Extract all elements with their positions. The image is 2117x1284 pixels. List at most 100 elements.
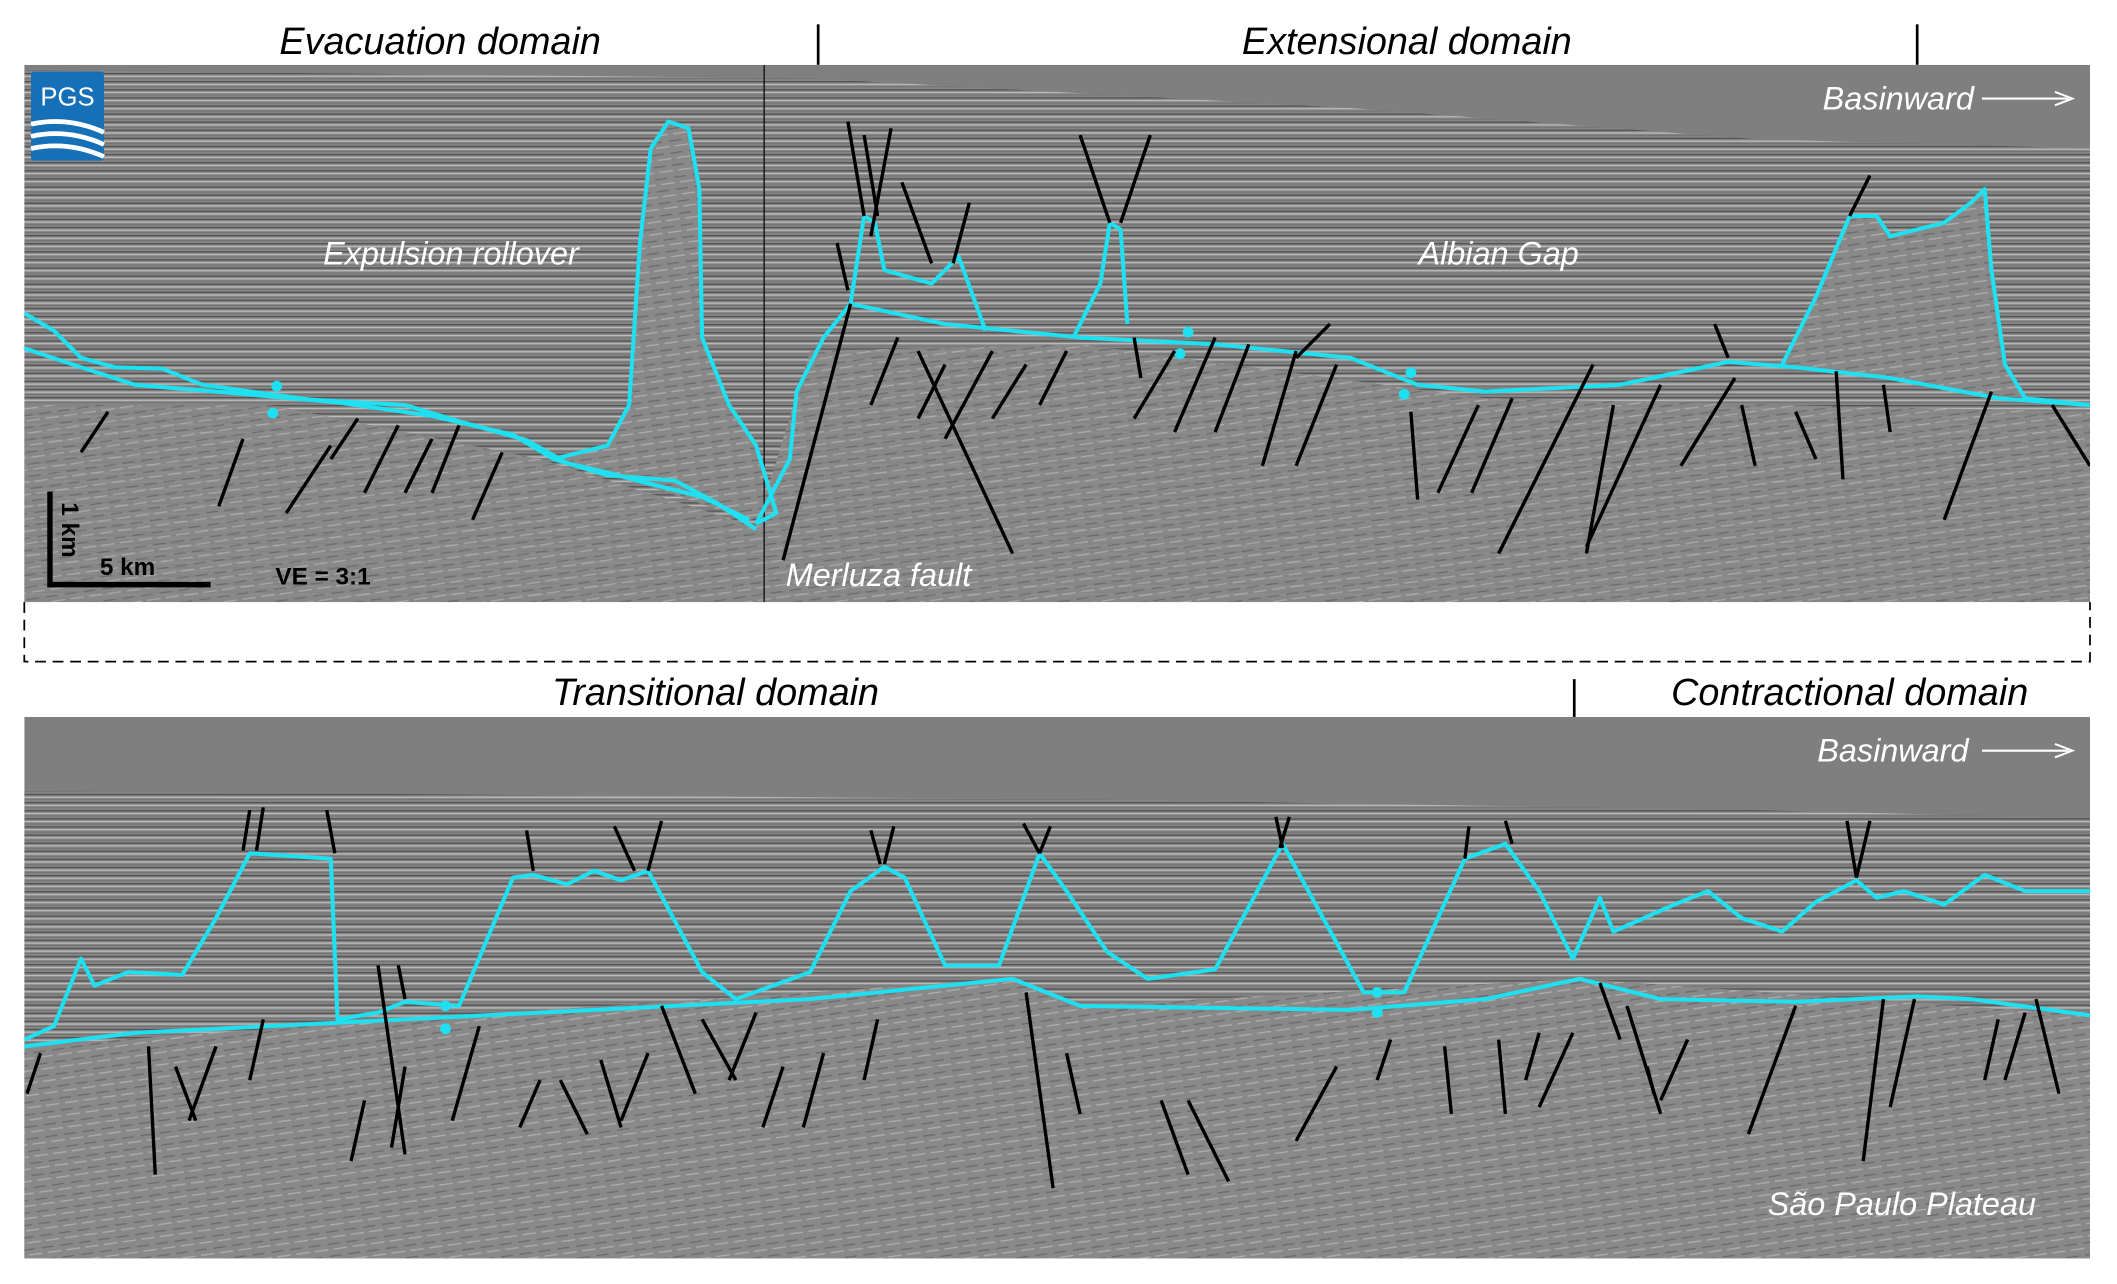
fault-line [1038, 350, 1069, 406]
fault-line [1470, 397, 1514, 494]
fault-line [869, 829, 882, 865]
fault-line [329, 417, 360, 460]
fault-line [217, 438, 245, 507]
fault-line [1159, 1099, 1190, 1176]
fault-line [835, 242, 850, 291]
fault-line [1375, 1039, 1393, 1081]
fault-line [1537, 1032, 1575, 1108]
fault-line [612, 825, 637, 872]
salt-interpretation [24, 841, 2090, 1049]
fault-line [1584, 384, 1663, 548]
fault-line [430, 424, 461, 494]
salt-diapir-fill [553, 121, 777, 520]
bottom-seismic-panel [24, 716, 2090, 1259]
fault-line [1294, 363, 1339, 467]
fault-line [882, 825, 896, 865]
fault-line [1503, 820, 1514, 845]
pgs-logo: PGS [30, 71, 105, 161]
basinward-label: Basinward [1823, 80, 1975, 116]
fault-line [254, 807, 265, 851]
sao-paulo-plateau-label: São Paulo Plateau [1768, 1186, 2036, 1222]
fault-line [146, 1046, 157, 1175]
fault-line [248, 1018, 265, 1081]
fault-line [524, 830, 535, 872]
fault-line [1854, 820, 1872, 878]
fault-line [599, 1059, 623, 1128]
fault-line [619, 1052, 650, 1122]
fault-line [1436, 404, 1480, 494]
fault-line [325, 809, 337, 854]
weld-marker [1371, 1007, 1383, 1019]
fault-line [403, 438, 434, 494]
fault-line [470, 451, 504, 521]
fault-line [1021, 822, 1042, 855]
fault-line [1024, 992, 1055, 1189]
fault-line [2034, 998, 2061, 1095]
fault-line [1524, 1032, 1541, 1081]
fault-line [1186, 1099, 1231, 1183]
fault-line [1679, 377, 1737, 467]
scale-bar: 1 km 5 km [47, 491, 211, 588]
fault-line [349, 1100, 367, 1162]
salt-weld-line [754, 301, 2090, 525]
fault-line [1278, 816, 1291, 849]
domain-label-extensional: Extensional domain [1242, 21, 1572, 63]
fault-line [1888, 998, 1917, 1108]
fault-line [396, 965, 407, 1000]
fault-line [1881, 384, 1892, 433]
horizontal-scale-label: 5 km [100, 554, 155, 581]
fault-interpretation [79, 121, 2090, 561]
fault-line [1983, 1018, 2000, 1081]
weld-marker [267, 407, 279, 419]
weld-marker [1182, 326, 1194, 338]
weld-marker [440, 1000, 451, 1012]
fault-line [1409, 411, 1420, 500]
fault-line [1584, 404, 1616, 554]
weld-marker [1174, 348, 1186, 360]
fault-line [1861, 998, 1886, 1162]
fault-line [801, 1052, 826, 1128]
albian-gap-label: Albian Gap [1417, 236, 1579, 272]
fault-line [1064, 1052, 1082, 1115]
salt-diapir-outline [553, 119, 779, 526]
fault-line [1132, 350, 1177, 420]
fault-line [846, 121, 866, 217]
fault-line [869, 127, 893, 237]
fault-line [646, 820, 664, 872]
fault-line [187, 1045, 218, 1122]
fault-line [869, 336, 900, 406]
salt-body-outline [1780, 187, 2090, 408]
weld-marker [1405, 367, 1417, 379]
fault-line [1173, 336, 1217, 433]
top-seismic-panel [24, 64, 2090, 603]
fault-line [1740, 404, 1757, 467]
basinward-arrow-icon [1981, 90, 2076, 107]
domain-label-contractional: Contractional domain [1671, 672, 2028, 714]
fault-line [284, 444, 333, 514]
fault-line [241, 809, 252, 851]
merluza-fault-label: Merluza fault [786, 557, 973, 593]
fault-line [943, 350, 994, 440]
fault-line [1645, 1066, 1656, 1095]
fault-line [951, 202, 972, 264]
fault-line [916, 363, 947, 420]
basinward-label: Basinward [1817, 732, 1969, 768]
fault-line [700, 1018, 738, 1081]
fault-line [25, 1052, 43, 1095]
basinward-arrow-icon [1981, 742, 2076, 759]
fault-line [363, 424, 400, 494]
fault-line [1746, 1005, 1798, 1135]
fault-line [862, 1018, 880, 1081]
panel-continuation-frame [23, 602, 2091, 663]
fault-line [389, 1066, 407, 1148]
vertical-exaggeration-label: VE = 3:1 [275, 564, 370, 591]
fault-line [1294, 1065, 1339, 1142]
fault-line [900, 181, 934, 264]
fault-line [1260, 350, 1298, 467]
fault-line [1834, 371, 1845, 480]
fault-line [1497, 363, 1595, 555]
salt-top-outline [24, 841, 2090, 1042]
salt-base-line [24, 346, 758, 531]
weld-marker [1398, 388, 1410, 400]
fault-interpretation [25, 807, 2061, 1189]
